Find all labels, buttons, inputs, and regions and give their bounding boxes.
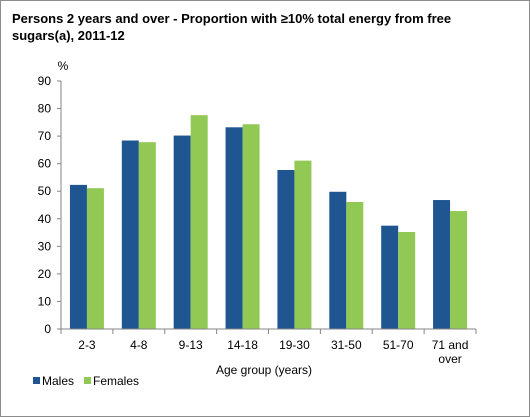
x-tick-label: 31-50	[331, 338, 362, 352]
y-tick-label: 90	[38, 74, 52, 88]
x-tick-label: 9-13	[179, 338, 203, 352]
legend-swatch-males	[33, 377, 40, 384]
x-tick-label: 51-70	[383, 338, 414, 352]
x-tick-label: 4-8	[130, 338, 148, 352]
bar-males-31-50	[329, 191, 347, 329]
y-tick-label: 50	[38, 184, 52, 198]
legend-swatch-females	[84, 377, 91, 384]
x-tick-label: 2-3	[78, 338, 96, 352]
y-tick-label: 30	[38, 239, 52, 253]
bar-males-9-13	[173, 135, 191, 329]
bar-males-19-30	[277, 170, 295, 329]
chart-title: Persons 2 years and over - Proportion wi…	[12, 11, 452, 43]
x-axis-label: Age group (years)	[216, 363, 312, 377]
y-tick-label: 80	[38, 102, 52, 116]
y-tick-label: 0	[44, 322, 51, 336]
y-axis-label: %	[58, 59, 69, 73]
bar-females-31-50	[346, 201, 364, 329]
legend-label-females: Females	[93, 374, 139, 388]
bar-females-9-13	[190, 115, 208, 330]
y-tick-label: 40	[38, 212, 52, 226]
y-tick-label: 10	[38, 294, 52, 308]
bar-females-2-3	[86, 188, 104, 329]
bar-males-51-70	[381, 225, 399, 329]
bar-males-71-and-over	[433, 200, 451, 329]
y-tick-label: 70	[38, 129, 52, 143]
bar-females-14-18	[242, 124, 260, 329]
x-tick-label: 14-18	[227, 338, 258, 352]
x-tick-label: 71 and over	[432, 338, 469, 366]
y-tick-label: 60	[38, 157, 52, 171]
legend-label-males: Males	[42, 374, 74, 388]
x-tick-label: 19-30	[279, 338, 310, 352]
y-tick-label: 20	[38, 267, 52, 281]
bar-females-51-70	[398, 232, 416, 329]
bar-females-71-and-over	[450, 211, 468, 329]
bar-males-14-18	[225, 127, 243, 329]
bar-females-19-30	[294, 160, 312, 329]
bar-males-4-8	[121, 140, 139, 329]
bar-females-4-8	[138, 142, 156, 329]
bar-males-2-3	[69, 184, 87, 329]
